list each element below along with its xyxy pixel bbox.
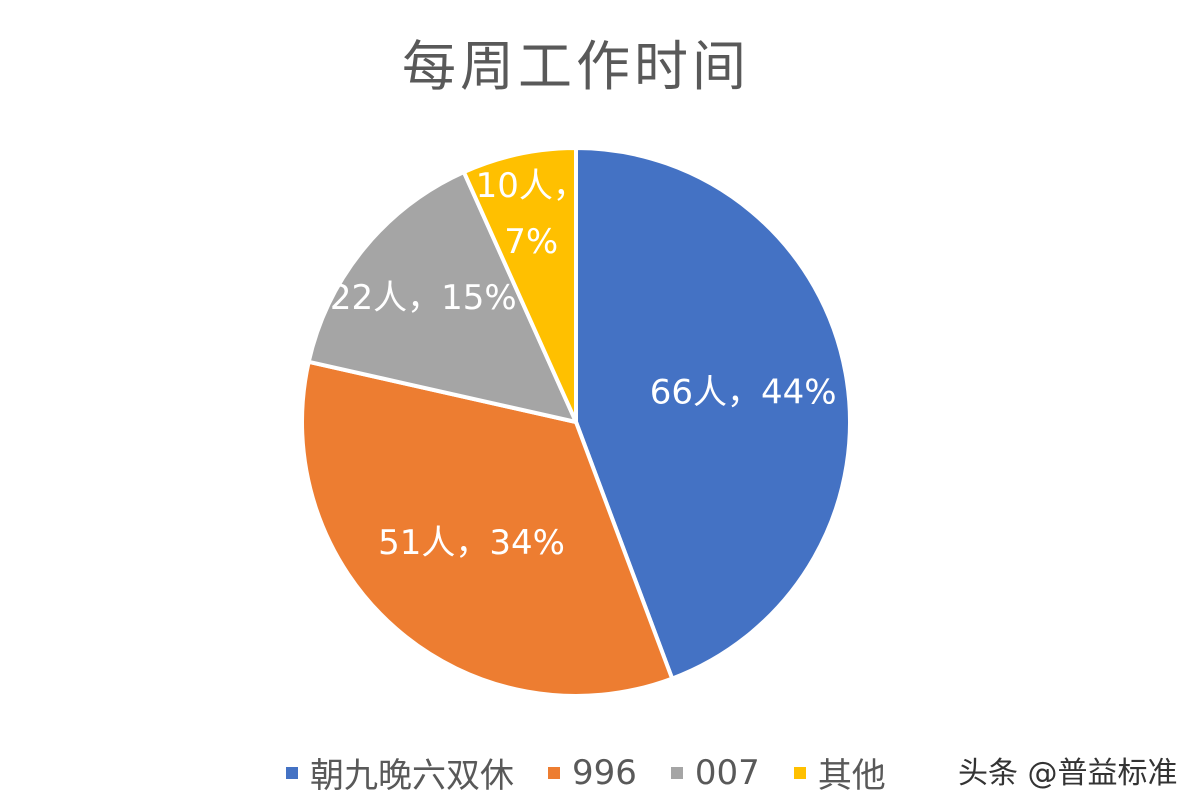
pie-slice-2	[306, 170, 578, 424]
legend-label-0: 朝九晚六双休	[310, 756, 514, 796]
chart-legend: 朝九晚六双休 996 007 其他	[286, 748, 886, 797]
watermark: 头条 @普益标准	[958, 756, 1178, 791]
pie-slice-label-2: 22人，15%	[330, 278, 517, 318]
pie-slice-label-line: 10人，	[476, 166, 587, 206]
legend-item-2: 007	[670, 752, 760, 793]
legend-swatch-2	[670, 766, 683, 779]
legend-label-2: 007	[694, 752, 760, 793]
pie-labels: 66人，44% 51人，34% 22人，15% 10人， 7%	[330, 166, 837, 563]
legend-item-3: 其他	[793, 748, 886, 797]
pie-slices	[300, 146, 852, 698]
pie-slice-label-1: 51人，34%	[378, 523, 565, 563]
pie-slice-label-0: 66人，44%	[650, 373, 837, 413]
pie-slice-label-line: 7%	[504, 222, 558, 262]
pie-slice-label-3: 10人， 7%	[476, 166, 587, 262]
legend-swatch-1	[548, 766, 560, 779]
pie-slice-1	[300, 359, 675, 698]
legend-swatch-3	[793, 766, 806, 779]
legend-swatch-0	[286, 766, 298, 779]
legend-item-0: 朝九晚六双休	[286, 748, 514, 797]
pie-slice-3	[461, 146, 578, 424]
legend-item-1: 996	[548, 753, 637, 793]
chart-title: 每周工作时间	[402, 35, 750, 98]
pie-slice-0	[574, 146, 852, 681]
pie-chart: 66人，44% 51人，34% 22人，15% 10人， 7%	[300, 146, 852, 698]
legend-label-3: 其他	[817, 756, 886, 796]
legend-label-1: 996	[572, 752, 637, 793]
